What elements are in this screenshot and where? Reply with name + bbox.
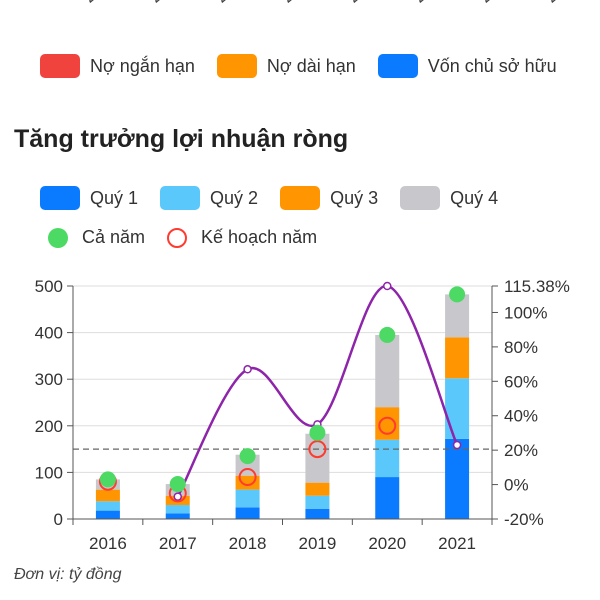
legend-dot-plan	[167, 227, 188, 248]
chart-title: Tăng trưởng lợi nhuận ròng	[14, 125, 349, 153]
legend-swatch-blue	[377, 54, 418, 78]
legend-swatch-q1	[40, 186, 80, 210]
x-tick-label: 2016	[89, 534, 127, 553]
bar-segment	[95, 489, 120, 502]
legend-swatch-q4	[400, 186, 441, 210]
legend-label: Kế hoạch năm	[201, 227, 318, 247]
x-tick-label: 2018	[229, 534, 267, 553]
legend-swatch-red	[40, 54, 80, 78]
legend-item-equity[interactable]: Vốn chủ sở hữu	[377, 54, 557, 78]
bar-segment	[95, 510, 120, 519]
top-year-tick: 2016	[212, 0, 254, 7]
y-left-tick-label: 0	[54, 510, 63, 529]
bar-segment	[235, 507, 260, 519]
top-chart-year-axis: 2014 2015 2016 2017 2018 2019 2020 2021	[0, 0, 600, 40]
plan-marker	[308, 440, 327, 459]
legend-item-full-year[interactable]: Cả năm	[48, 227, 145, 248]
top-year-tick: 2017	[278, 0, 320, 7]
legend-label: Quý 1	[90, 187, 139, 208]
legend-label: Quý 4	[450, 187, 499, 208]
y-right-tick-label: 0%	[504, 476, 529, 495]
growth-point	[173, 492, 182, 501]
full-year-marker	[309, 424, 326, 441]
legend-item-plan[interactable]: Kế hoạch năm	[167, 227, 317, 248]
quarter-legend: Quý 1 Quý 2 Quý 3 Quý 4	[40, 186, 520, 210]
y-left-tick-label: 500	[35, 277, 63, 296]
legend-label: Cả năm	[82, 227, 146, 247]
growth-point	[383, 281, 392, 291]
bar-segment	[305, 495, 330, 509]
y-right-tick-label: -20%	[504, 510, 544, 529]
bar-segment	[95, 501, 120, 511]
bar-segment	[375, 334, 400, 408]
top-year-tick: 2019	[410, 0, 452, 7]
unit-note: Đơn vị: tỷ đồng	[14, 566, 122, 583]
x-tick-label: 2017	[159, 534, 197, 553]
legend-label: Quý 2	[210, 187, 259, 208]
top-year-tick: 2020	[476, 0, 518, 7]
bar-segment	[445, 337, 470, 379]
grid-lines	[73, 285, 492, 520]
legend-item-short-term-debt[interactable]: Nợ ngắn hạn	[40, 54, 195, 78]
bar-segment	[445, 438, 470, 519]
full-year-marker	[379, 326, 396, 343]
y-left-tick-label: 100	[35, 463, 63, 482]
top-chart-legend: Nợ ngắn hạn Nợ dài hạn Vốn chủ sở hữu	[40, 54, 579, 78]
legend-swatch-orange	[216, 54, 257, 78]
y-right-tick-label: 40%	[504, 407, 538, 426]
y-right-tick-label: 115.38%	[504, 277, 570, 296]
bar-segment	[375, 477, 400, 519]
year-markers	[98, 286, 466, 503]
y-right-tick-label: 20%	[504, 441, 538, 460]
top-year-tick: 2015	[146, 0, 188, 7]
x-tick-label: 2019	[299, 534, 337, 553]
profit-growth-chart: 0 100 200 300 400 500 -20% 0% 20% 40% 60% 80% 100% 11…	[35, 277, 570, 553]
axes: 0 100 200 300 400 500 -20% 0% 20% 40% 60% 80% 100% 11…	[35, 277, 570, 553]
legend-label: Quý 3	[330, 187, 379, 208]
top-year-tick: 2014	[80, 0, 122, 7]
y-right-tick-label: 80%	[504, 338, 538, 357]
y-right-tick-label: 100%	[504, 303, 547, 322]
y-left-tick-label: 300	[35, 370, 63, 389]
bar-segment	[235, 475, 260, 490]
growth-point	[243, 365, 252, 374]
x-tick-label: 2021	[438, 534, 476, 553]
bar-segment	[165, 513, 190, 519]
growth-line	[173, 281, 462, 501]
legend-item-q1[interactable]: Quý 1	[40, 186, 138, 210]
legend-label: Vốn chủ sở hữu	[427, 55, 557, 76]
stacked-bars	[95, 294, 470, 519]
bar-segment	[375, 439, 400, 478]
y-left-tick-label: 400	[35, 324, 63, 343]
full-year-marker	[169, 476, 186, 493]
plan-marker	[238, 468, 257, 487]
legend-label: Nợ ngắn hạn	[90, 55, 195, 76]
legend-item-long-term-debt[interactable]: Nợ dài hạn	[216, 54, 356, 78]
top-year-tick: 2021	[542, 0, 584, 7]
growth-point	[452, 440, 462, 450]
legend-item-q3[interactable]: Quý 3	[280, 186, 378, 210]
bar-segment	[305, 508, 330, 519]
full-year-marker	[449, 286, 466, 303]
legend-label: Nợ dài hạn	[266, 55, 356, 76]
y-left-tick-label: 200	[35, 417, 63, 436]
top-year-tick: 2018	[344, 0, 386, 7]
legend-dot-full-year	[48, 227, 68, 248]
y-right-tick-label: 60%	[504, 372, 538, 391]
bar-segment	[165, 505, 190, 514]
marker-legend: Cả năm Kế hoạch năm	[48, 227, 339, 248]
x-tick-label: 2020	[368, 534, 406, 553]
legend-swatch-q3	[280, 186, 321, 210]
full-year-marker	[99, 471, 116, 488]
bar-segment	[305, 482, 330, 496]
legend-item-q2[interactable]: Quý 2	[160, 186, 258, 210]
bar-segment	[445, 378, 470, 439]
bar-segment	[235, 489, 260, 508]
legend-swatch-q2	[160, 186, 201, 210]
full-year-marker	[239, 448, 256, 465]
plan-marker	[378, 416, 397, 435]
legend-item-q4[interactable]: Quý 4	[400, 186, 498, 210]
